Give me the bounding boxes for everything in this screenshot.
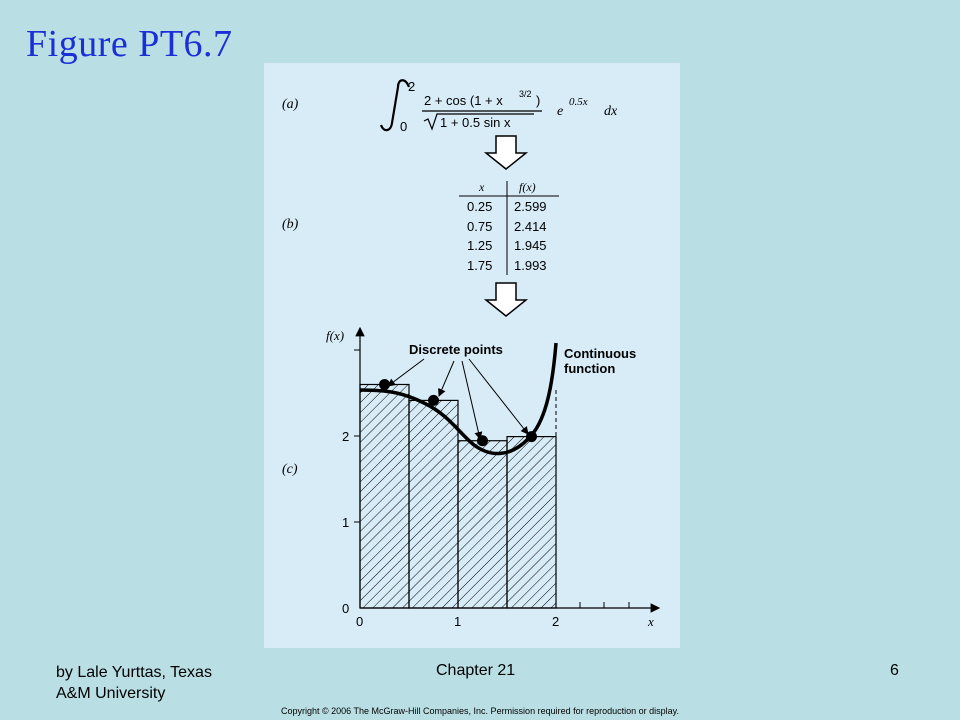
integral-exp-base: e <box>557 104 563 119</box>
integral-numerator-close: ) <box>536 93 540 108</box>
x-tick-label: 2 <box>552 614 559 629</box>
table-header-fx: f(x) <box>519 180 536 194</box>
table-cell-x: 1.75 <box>467 258 492 273</box>
part-b-label: (b) <box>282 217 299 232</box>
table-cell-fx: 1.945 <box>514 238 547 253</box>
x-tick-label: 0 <box>356 614 363 629</box>
x-tick-label: 1 <box>454 614 461 629</box>
table-cell-fx: 2.414 <box>514 219 547 234</box>
integral-upper-limit: 2 <box>408 79 415 94</box>
integral-denominator: 1 + 0.5 sin x <box>440 115 511 130</box>
integral-exp-power: 0.5x <box>569 96 588 108</box>
footer-author-line2: A&M University <box>56 685 166 702</box>
integral-sign <box>379 79 411 132</box>
footer-page-number: 6 <box>890 662 899 679</box>
continuous-function-curve <box>359 342 558 456</box>
down-arrow-icon <box>483 135 529 170</box>
hatched-bar <box>457 440 508 609</box>
integral-numerator-exponent: 3/2 <box>519 89 532 99</box>
y-axis-label: f(x) <box>326 328 344 343</box>
sqrt-sign <box>423 113 534 131</box>
table-cell-fx: 1.993 <box>514 258 547 273</box>
data-table: x f(x) 0.25 2.599 0.75 2.414 1.25 1.945 … <box>459 180 559 275</box>
annotation-arrows <box>387 358 529 440</box>
hatched-bar <box>408 399 459 609</box>
footer-author: by Lale Yurttas, Texas A&M University <box>56 662 212 704</box>
slide-title: Figure PT6.7 <box>26 23 233 65</box>
discrete-point <box>428 394 439 406</box>
hatched-bar <box>359 383 410 609</box>
table-cell-fx: 2.599 <box>514 199 547 214</box>
table-header-x: x <box>478 180 485 194</box>
y-tick-label: 2 <box>342 429 349 444</box>
copyright-notice: Copyright © 2006 The McGraw-Hill Compani… <box>281 706 679 716</box>
integral-numerator: 2 + cos (1 + x <box>424 93 503 108</box>
down-arrow-icon <box>483 282 529 317</box>
footer-author-line1: by Lale Yurttas, Texas <box>56 664 212 681</box>
figure-svg: (a) (b) (c) 2 0 2 + cos (1 + x 3/2 ) 1 +… <box>282 79 661 629</box>
x-axis-label: x <box>647 614 654 629</box>
table-cell-x: 0.75 <box>467 219 492 234</box>
table-cell-x: 1.25 <box>467 238 492 253</box>
discrete-point <box>477 435 488 447</box>
part-c-label: (c) <box>282 462 298 477</box>
y-tick-label: 1 <box>342 515 349 530</box>
integral-expression: 2 0 2 + cos (1 + x 3/2 ) 1 + 0.5 sin x e… <box>379 79 618 134</box>
bars-layer <box>359 383 557 609</box>
integral-differential: dx <box>604 104 618 119</box>
table-cell-x: 0.25 <box>467 199 492 214</box>
hatched-bar <box>506 436 557 609</box>
plot: 0 1 2 0 1 2 f(x) x Discrete points Conti… <box>326 326 661 629</box>
continuous-function-annotation-line1: Continuous <box>564 346 636 361</box>
part-a-label: (a) <box>282 97 299 112</box>
continuous-function-annotation-line2: function <box>564 361 615 376</box>
integral-lower-limit: 0 <box>400 119 407 134</box>
discrete-point <box>526 431 537 443</box>
y-tick-label: 0 <box>342 601 349 616</box>
footer-chapter: Chapter 21 <box>436 662 516 679</box>
x-tick-marks <box>408 602 630 608</box>
discrete-points-annotation: Discrete points <box>409 342 503 357</box>
figure-panel: (a) (b) (c) 2 0 2 + cos (1 + x 3/2 ) 1 +… <box>264 63 680 648</box>
discrete-point <box>379 378 390 390</box>
points-layer <box>379 378 537 447</box>
